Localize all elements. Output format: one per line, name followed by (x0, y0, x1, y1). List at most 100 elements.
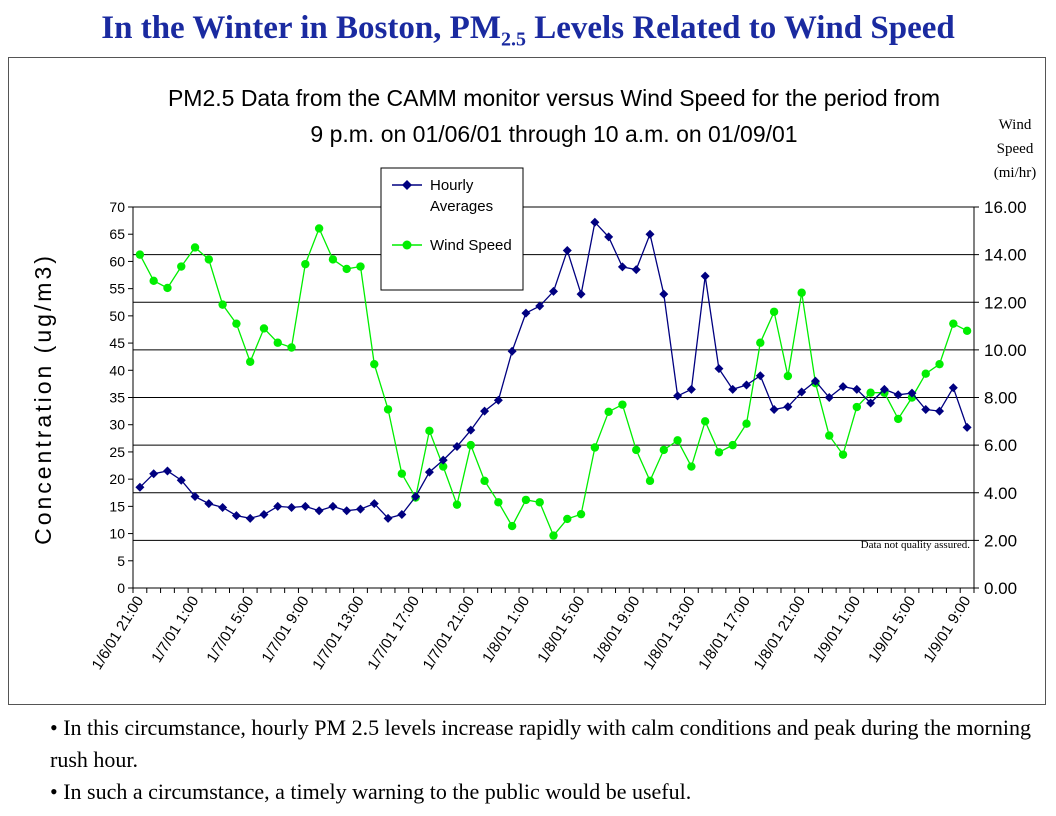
wind-point (383, 405, 393, 414)
hourly-point (383, 513, 393, 523)
wind-point (893, 414, 903, 424)
x-tick-label: 1/6/01 21:00 (89, 593, 148, 673)
hourly-point (328, 501, 338, 511)
hourly-point (617, 262, 627, 272)
left-tick-label: 55 (109, 281, 125, 297)
wind-point (480, 476, 489, 486)
left-tick-label: 20 (109, 471, 125, 487)
left-tick-label: 5 (117, 553, 125, 569)
wind-point (466, 440, 475, 450)
wind-point (245, 357, 255, 366)
left-tick-label: 0 (117, 580, 125, 596)
hourly-point (355, 504, 365, 514)
wind-point (397, 469, 407, 478)
legend-hourly-marker (402, 180, 412, 190)
x-axis-ticks: 1/6/01 21:00 1/7/01 1:00 1/7/01 5:00 1/7/01… (89, 588, 975, 673)
right-tick-label: 14.00 (984, 246, 1027, 265)
chart-title-line-2: 9 p.m. on 01/06/01 through 10 a.m. on 01… (310, 121, 797, 147)
hourly-point (411, 492, 421, 502)
hourly-point (686, 384, 696, 394)
wind-point (287, 343, 296, 352)
wind-point (659, 445, 668, 455)
x-tick-label: 1/8/01 21:00 (750, 593, 809, 673)
legend: Hourly Averages Wind Speed (380, 167, 524, 291)
right-tick-label: 6.00 (984, 436, 1017, 455)
wind-point (783, 371, 793, 381)
hourly-point (714, 364, 724, 374)
wind-point (866, 388, 875, 397)
legend-hourly-label-line-1: Hourly (430, 177, 474, 194)
wind-point (604, 407, 613, 416)
wind-point (163, 283, 172, 293)
left-tick-label: 30 (109, 417, 125, 433)
wind-point (177, 262, 186, 271)
right-tick-label: 2.00 (984, 531, 1017, 550)
x-tick-label: 1/8/01 9:00 (589, 593, 643, 666)
wind-point (728, 440, 737, 450)
x-tick-label: 1/9/01 9:00 (920, 593, 974, 666)
y-axis-label: Concentration (ug/m3) (30, 253, 56, 545)
wind-point (700, 417, 710, 426)
x-tick-label: 1/7/01 13:00 (309, 593, 368, 673)
quality-note: Data not quality assured. (861, 539, 971, 551)
hourly-point (659, 289, 669, 299)
right-tick-label: 12.00 (984, 293, 1027, 312)
wind-point (949, 319, 958, 328)
right-axis-ticks: 0.00 2.00 4.00 6.00 8.00 10.00 12.00 14.00 16.00 (974, 198, 1027, 598)
hourly-point (852, 384, 862, 394)
hourly-point (921, 404, 931, 414)
wind-point (673, 436, 682, 445)
legend-box (380, 167, 524, 291)
hourly-point (162, 466, 172, 476)
hourly-point (769, 404, 779, 414)
hourly-point (742, 380, 752, 390)
hourly-point (369, 499, 379, 509)
wind-point (218, 300, 227, 309)
wind-point (590, 443, 600, 452)
y2-axis-label-line-3: (mi/hr) (994, 165, 1037, 181)
hourly-point (218, 502, 228, 512)
bullet-list: • In this circumstance, hourly PM 2.5 le… (50, 712, 1050, 808)
chart-frame: PM2.5 Data from the CAMM monitor versus … (8, 57, 1046, 705)
chart-svg: PM2.5 Data from the CAMM monitor versus … (30, 85, 1037, 673)
slide-title-main: In the Winter in Boston, PM (101, 10, 501, 46)
hourly-point (549, 286, 558, 296)
hourly-point (300, 501, 310, 511)
wind-point (838, 450, 848, 459)
x-tick-label: 1/7/01 21:00 (420, 593, 479, 673)
hourly-point (907, 388, 917, 398)
grid-lines (133, 206, 974, 541)
left-tick-label: 10 (109, 526, 125, 542)
wind-point (852, 402, 862, 412)
hourly-point (245, 513, 255, 523)
hourly-point (273, 501, 283, 511)
hourly-point (342, 506, 352, 516)
x-tick-label: 1/9/01 1:00 (810, 593, 864, 666)
slide-title-rest: Levels Related to Wind Speed (526, 10, 955, 46)
wind-point (769, 307, 779, 316)
wind-point (632, 445, 641, 455)
wind-point (576, 509, 586, 519)
slide-title-subscript: 2.5 (501, 28, 526, 51)
wind-point (370, 359, 379, 369)
hourly-point (824, 393, 834, 402)
wind-point (797, 288, 806, 297)
hourly-point (314, 506, 324, 516)
x-tick-label: 1/9/01 5:00 (865, 593, 919, 666)
wind-point (962, 326, 972, 336)
legend-wind-marker (402, 240, 412, 250)
hourly-point (604, 232, 614, 242)
hourly-point (700, 271, 710, 281)
slide-title: In the Winter in Boston, PM2.5 Levels Re… (0, 10, 1056, 52)
wind-point (742, 419, 751, 428)
bullet-1: • In this circumstance, hourly PM 2.5 le… (50, 715, 1031, 772)
left-tick-label: 45 (109, 335, 125, 351)
wind-point (563, 514, 572, 524)
series-hourly-averages (135, 217, 972, 523)
wind-point (714, 448, 724, 457)
legend-wind-label: Wind Speed (430, 237, 512, 254)
left-tick-label: 65 (109, 226, 125, 242)
hourly-point (631, 265, 641, 275)
hourly-point (259, 510, 269, 520)
hourly-point (521, 308, 531, 318)
